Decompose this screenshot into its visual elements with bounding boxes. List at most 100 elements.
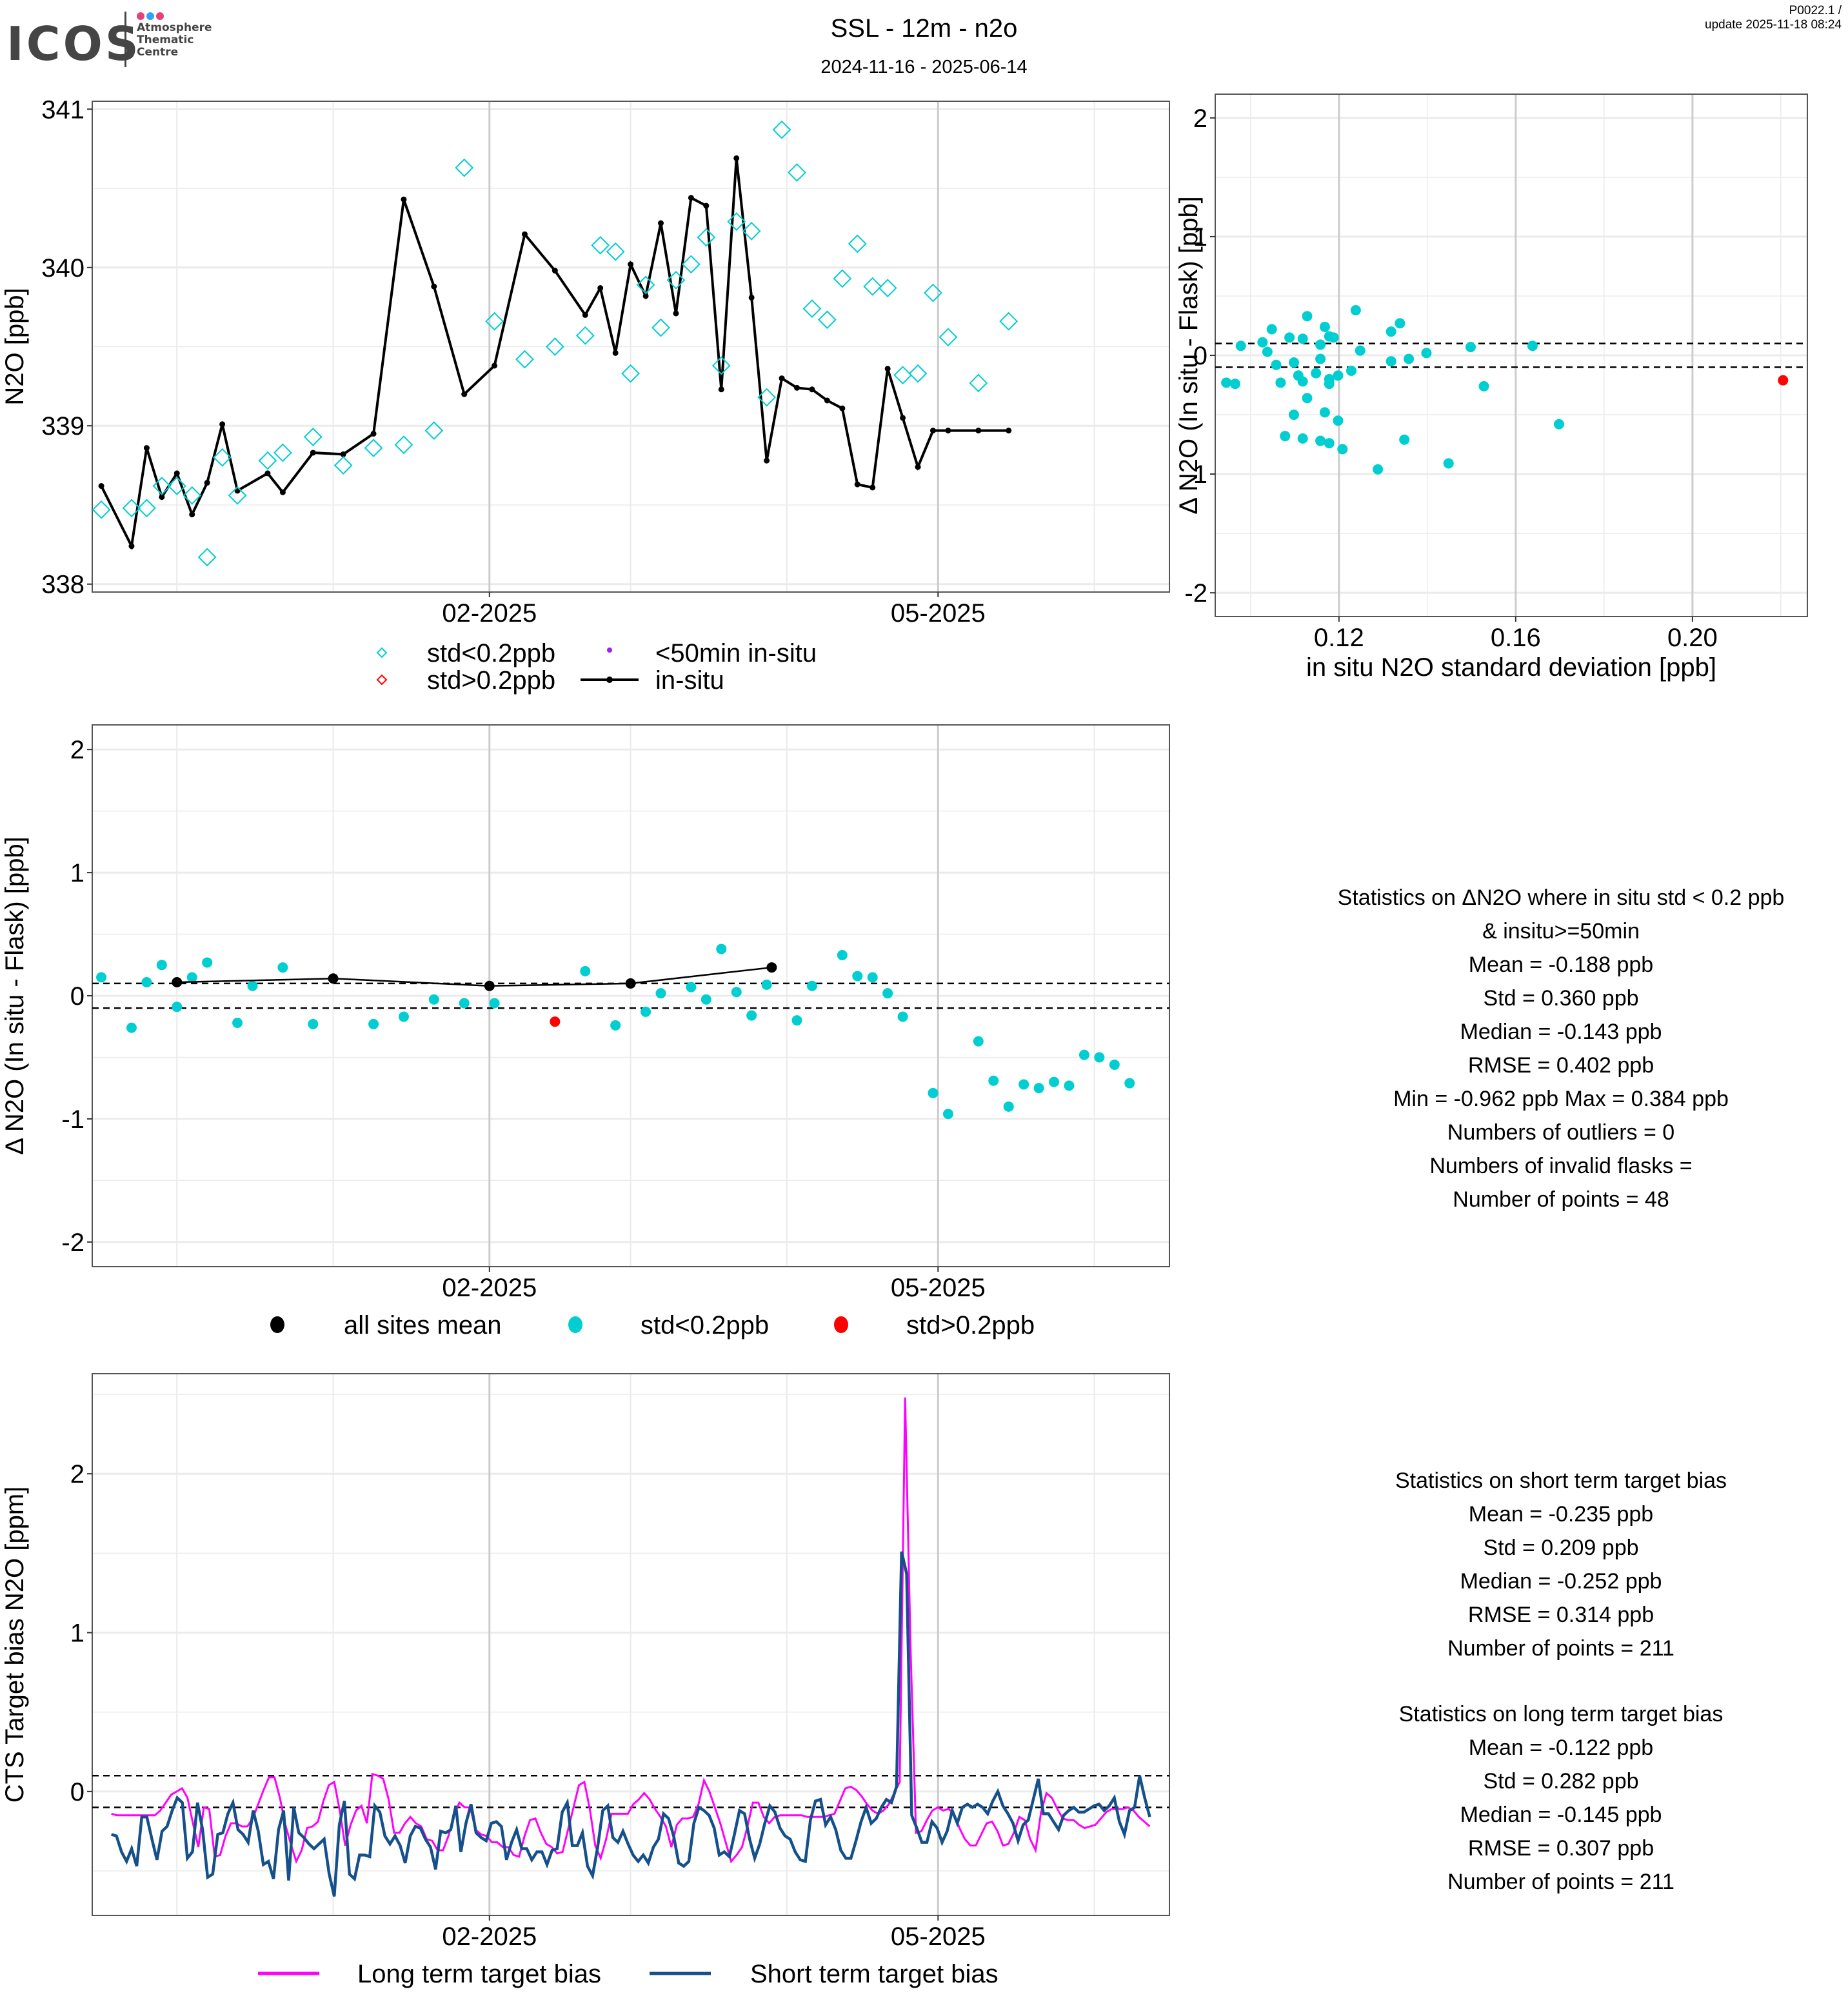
logo-line: Centre xyxy=(137,46,179,59)
legend-dot-icon xyxy=(270,1316,284,1333)
scatter-point xyxy=(1443,458,1454,469)
flask-diamond xyxy=(772,120,791,139)
logo-wordmark: ICOS xyxy=(6,17,141,71)
x-tick-label: 0.12 xyxy=(1314,624,1364,652)
flask-diamond xyxy=(273,443,292,462)
legend-label: Long term target bias xyxy=(357,1960,601,1988)
in-situ-point xyxy=(219,421,226,428)
flask-diamond xyxy=(621,364,641,383)
y-tick-label: 2 xyxy=(1193,104,1207,133)
in-situ-point xyxy=(764,457,770,464)
flask-diamond xyxy=(303,428,323,446)
in-situ-point xyxy=(204,480,210,486)
date-range: 2024-11-16 - 2025-06-14 xyxy=(820,57,1028,77)
scatter-point xyxy=(1266,324,1277,335)
scatter-point xyxy=(1297,333,1308,344)
scatter-point xyxy=(1395,318,1406,329)
delta-point xyxy=(580,965,591,976)
flask-diamond xyxy=(863,277,882,296)
delta-point xyxy=(1033,1083,1044,1094)
all-sites-mean-point xyxy=(625,978,636,989)
stats-line: Statistics on ΔN2O where in situ std < 0… xyxy=(1337,885,1785,910)
flask-diamond xyxy=(651,318,670,337)
y-tick-label: -1 xyxy=(1184,460,1207,489)
in-situ-point xyxy=(522,231,528,237)
x-tick-label: 05-2025 xyxy=(891,1923,986,1951)
logo-dot xyxy=(156,12,164,20)
logo-dots-icon xyxy=(137,12,166,21)
in-situ-point xyxy=(279,489,286,495)
timeseries-chart: 338 339 340 341 02-2025 05-2025 N2O [ppb] std<0… xyxy=(1,95,1170,695)
flask-diamond xyxy=(92,500,111,519)
delta-point xyxy=(247,980,258,991)
flask-diamond xyxy=(908,364,928,383)
flask-diamond xyxy=(681,255,700,274)
in-situ-point xyxy=(854,481,860,488)
short-term-bias-line xyxy=(111,1551,1151,1897)
flask-diamond xyxy=(213,448,232,467)
in-situ-point xyxy=(310,450,316,456)
in-situ-point xyxy=(128,543,135,549)
scatter-point xyxy=(1262,346,1273,357)
legend-diamond-red-icon xyxy=(376,674,388,686)
scatter-point xyxy=(1311,368,1322,379)
scatter-point xyxy=(1386,356,1396,367)
delta-point xyxy=(1124,1078,1135,1089)
in-situ-point xyxy=(340,451,346,457)
x-tick-label: 0.20 xyxy=(1667,624,1718,652)
flask-diamond xyxy=(545,337,564,356)
scatter-point xyxy=(1404,353,1415,364)
stats-line: Std = 0.360 ppb xyxy=(1483,986,1639,1011)
in-situ-point xyxy=(657,220,664,226)
flask-diamond xyxy=(697,228,716,247)
delta-point xyxy=(172,1002,183,1013)
delta-point xyxy=(1094,1052,1105,1063)
flask-diamond xyxy=(167,477,186,495)
x-tick-label: 02-2025 xyxy=(442,599,537,628)
logo-dot xyxy=(146,12,154,20)
y-tick-label: 0 xyxy=(70,1778,84,1806)
legend-dot-icon xyxy=(834,1316,848,1333)
delta-point xyxy=(942,1109,953,1120)
in-situ-point xyxy=(143,445,150,451)
in-situ-point xyxy=(370,431,377,437)
scatter-point xyxy=(1333,370,1344,381)
logo-subtitle: Atmosphere Thematic Centre xyxy=(137,22,212,59)
legend-label: std>0.2ppb xyxy=(427,666,555,695)
legend-label: std<0.2ppb xyxy=(427,639,555,667)
y-tick-label: 1 xyxy=(70,1619,84,1648)
stats-line: Number of points = 211 xyxy=(1447,1870,1674,1894)
delta-point xyxy=(398,1011,409,1022)
flask-diamond xyxy=(742,221,761,241)
delta-point xyxy=(746,1010,757,1021)
y-tick-label: 2 xyxy=(70,1460,84,1488)
x-tick-label: 02-2025 xyxy=(442,1923,537,1951)
in-situ-point xyxy=(264,470,271,477)
in-situ-point xyxy=(779,375,785,382)
flask-diamond xyxy=(802,299,822,318)
scatter-point xyxy=(1478,381,1489,391)
scatter-point xyxy=(1315,435,1326,446)
delta-point xyxy=(141,977,152,987)
stats-gap xyxy=(1277,1665,1845,1697)
flask-diamond xyxy=(939,328,958,347)
in-situ-point xyxy=(431,283,437,290)
flask-diamond xyxy=(228,486,247,505)
delta-point xyxy=(428,994,439,1005)
stats-line: RMSE = 0.402 ppb xyxy=(1467,1053,1654,1078)
scatter-point xyxy=(1235,341,1246,351)
flask-diamond xyxy=(515,350,534,369)
scatter-point xyxy=(1221,377,1232,388)
stats-line: Median = -0.143 ppb xyxy=(1460,1020,1662,1044)
delta-point xyxy=(655,988,666,999)
all-sites-mean-point xyxy=(172,977,183,987)
scatter-point xyxy=(1465,342,1476,353)
scatter-point xyxy=(1315,353,1326,364)
icos-logo: ICOS Atmosphere Thematic Centre xyxy=(6,9,226,71)
flask-diamond xyxy=(788,163,806,182)
in-situ-point xyxy=(839,405,846,411)
delta-point xyxy=(1003,1101,1014,1112)
stats-line: Statistics on short term target bias xyxy=(1395,1468,1727,1493)
scatter-point xyxy=(1284,332,1295,343)
x-tick-label: 05-2025 xyxy=(891,599,986,628)
